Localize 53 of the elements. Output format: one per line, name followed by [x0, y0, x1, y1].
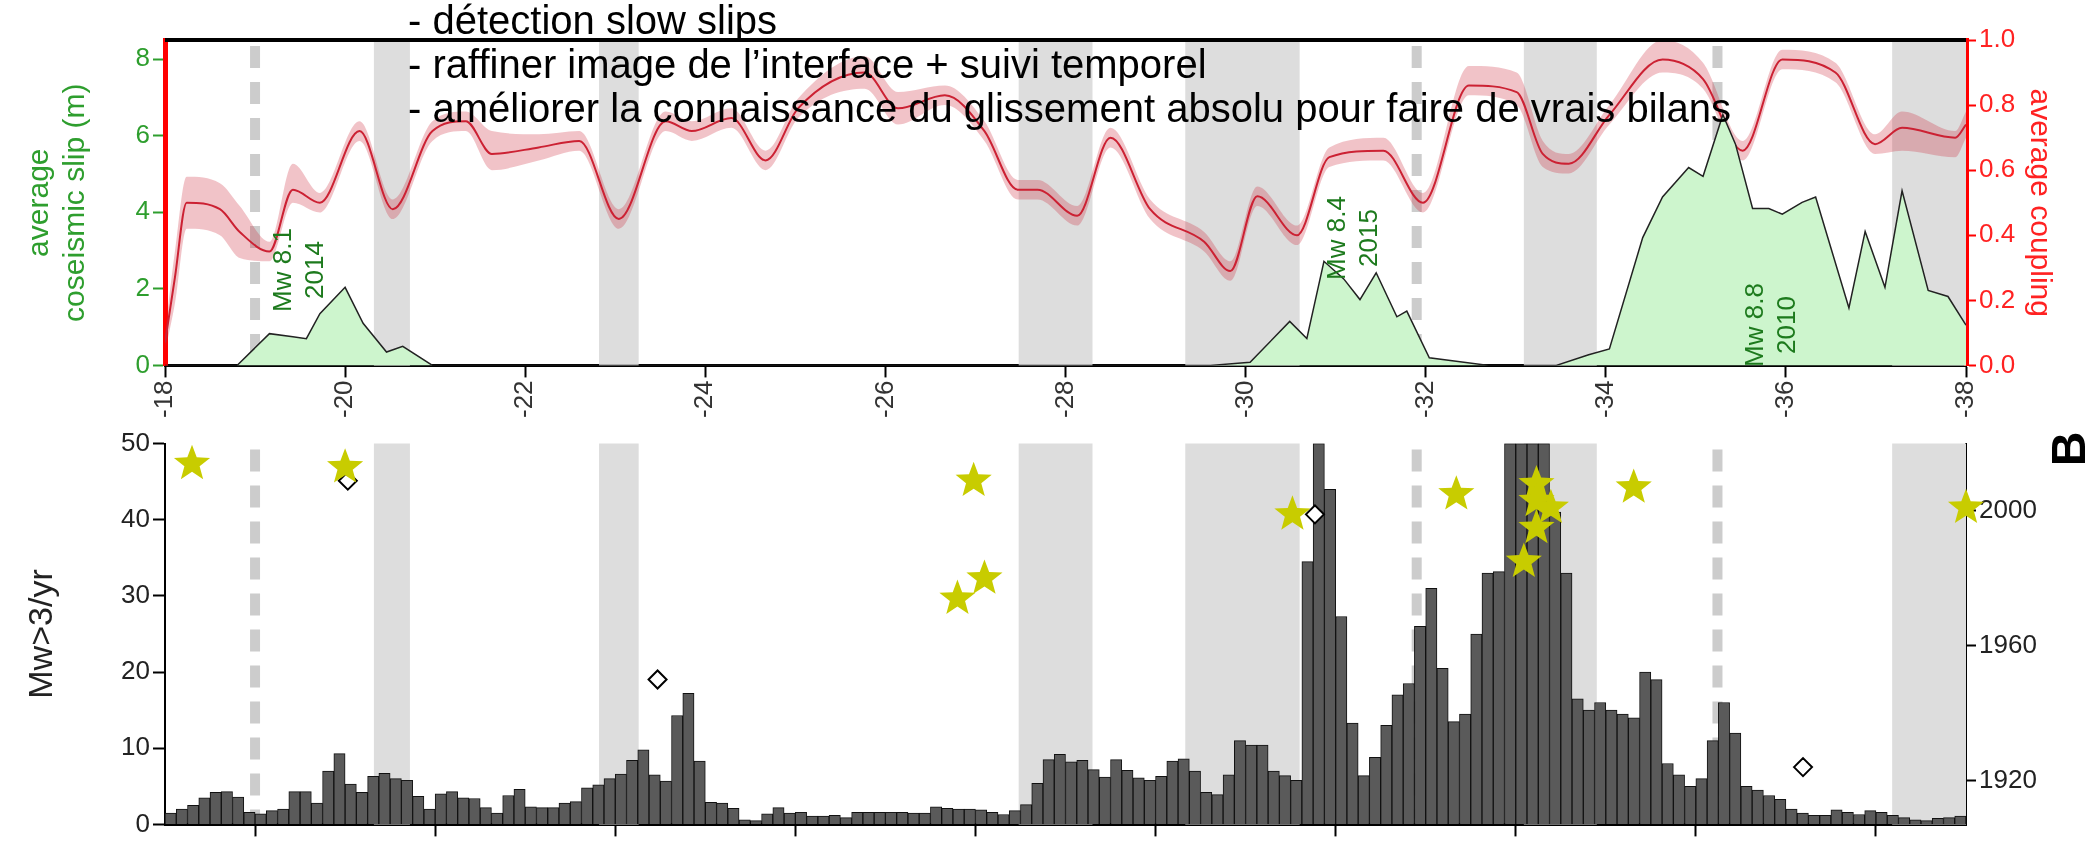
x-tick-label: -34: [1588, 380, 1619, 418]
y-tick-label: 10: [121, 731, 150, 762]
point: [327, 448, 364, 483]
point: [939, 579, 976, 614]
y-tick-label: 8: [135, 42, 150, 73]
y2-axis-title: average coupling: [2024, 88, 2058, 317]
x-tick-label: -24: [688, 380, 719, 418]
point: [1615, 468, 1652, 503]
y2-tick-label: 0.0: [1979, 348, 2016, 379]
annotation: Mw 8.1 2014: [266, 228, 330, 312]
point: [1304, 504, 1325, 525]
point: [1518, 508, 1555, 544]
y2-tick-label: 0.4: [1979, 218, 2016, 249]
point: [1793, 757, 1814, 778]
y-tick-label: 0: [135, 807, 150, 838]
annotation: - détection slow slips: [408, 0, 779, 42]
y-tick-label: 30: [121, 579, 150, 610]
x-tick-label: -32: [1408, 380, 1439, 418]
x-tick-label: -38: [1949, 380, 1980, 418]
y-tick-label: 40: [121, 502, 150, 533]
y2-tick-label: 2000: [1979, 494, 2037, 525]
x-tick-label: -26: [868, 380, 899, 418]
y2-tick-label: 0.2: [1979, 283, 2016, 314]
point: [1505, 542, 1542, 577]
y2-tick-label: 0.8: [1979, 88, 2016, 119]
y-tick-label: 4: [135, 195, 150, 226]
annotation: - raffiner image de l’interface + suivi temporel: [408, 42, 1208, 86]
point: [173, 444, 211, 480]
annotation: Mw 8.8 2010: [1738, 283, 1802, 367]
x-tick-label: -36: [1769, 380, 1800, 418]
y2-tick-label: 1960: [1979, 628, 2037, 659]
y-tick-label: 6: [135, 118, 150, 149]
x-tick-label: -22: [508, 380, 539, 418]
y-axis-title: average coseismic slip (m): [21, 83, 91, 322]
y2-tick-label: 0.6: [1979, 153, 2016, 184]
y2-tick-label: 1.0: [1979, 23, 2016, 54]
point: [955, 461, 992, 497]
point: [647, 669, 668, 690]
y-tick-label: 2: [135, 272, 150, 303]
y-tick-label: 20: [121, 655, 150, 686]
text: B: [2042, 431, 2091, 467]
point: [1274, 495, 1311, 530]
x-tick-label: -28: [1048, 380, 1079, 418]
x-tick-label: -30: [1228, 380, 1259, 418]
y-tick-label: 0: [135, 348, 150, 379]
y-tick-label: 50: [121, 426, 150, 457]
x-tick-label: -18: [148, 380, 179, 418]
point: [966, 559, 1003, 594]
y-axis-title: Mw>3/yr: [20, 569, 59, 699]
y2-tick-label: 1920: [1979, 763, 2037, 794]
annotation: Mw 8.4 2015: [1320, 196, 1384, 280]
point: [1438, 475, 1475, 510]
x-tick-label: -20: [328, 380, 359, 418]
